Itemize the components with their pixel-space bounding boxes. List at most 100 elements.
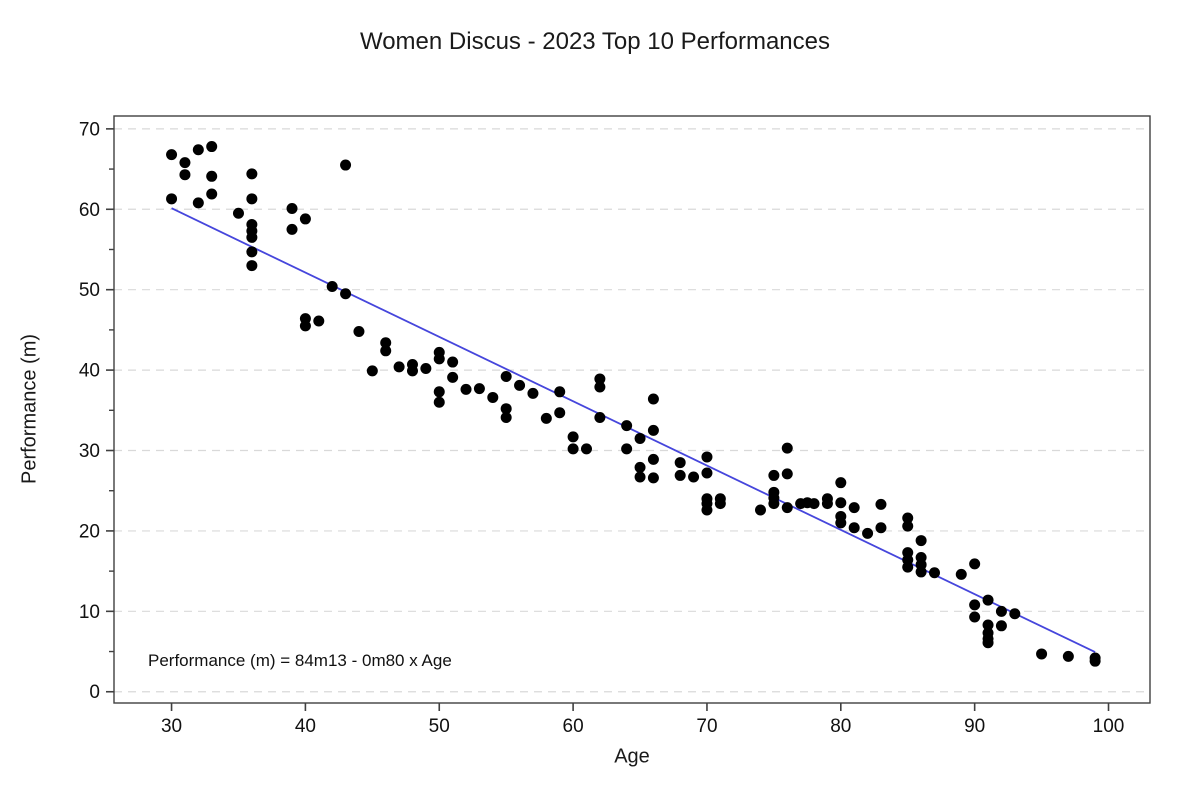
scatter-point [366,365,378,377]
scatter-point [554,386,566,398]
scatter-point [862,527,874,539]
x-tick-label: 40 [295,716,316,737]
scatter-point [902,520,914,532]
scatter-point [1089,655,1101,667]
scatter-point [781,442,793,454]
scatter-point [192,197,204,209]
y-tick-label: 40 [79,361,100,382]
scatter-point [821,498,833,510]
scatter-point [915,566,927,578]
scatter-point [808,498,820,510]
scatter-point [433,386,445,398]
scatter-point [634,461,646,473]
scatter-point [286,223,298,235]
scatter-point [326,280,338,292]
scatter-point [393,361,405,373]
x-tick-label: 30 [161,716,182,737]
scatter-point [835,517,847,529]
scatter-point [420,362,432,374]
scatter-point [929,567,941,579]
x-tick-label: 90 [964,716,985,737]
scatter-point [754,504,766,516]
scatter-point [955,568,967,580]
scatter-point [179,157,191,169]
y-tick-label: 70 [79,119,100,140]
scatter-point [902,561,914,573]
scatter-point [232,207,244,219]
scatter-point [299,213,311,225]
y-tick-label: 30 [79,441,100,462]
scatter-point [313,315,325,327]
scatter-point [621,420,633,432]
scatter-point [647,453,659,465]
scatter-point [433,353,445,365]
scatter-point [380,337,392,349]
scatter-point [701,451,713,463]
scatter-point [634,432,646,444]
y-tick-label: 0 [89,682,100,703]
scatter-point [835,477,847,489]
scatter-point [567,443,579,455]
scatter-point [246,193,258,205]
scatter-point [500,403,512,415]
scatter-point [206,141,218,153]
scatter-point [701,467,713,479]
trend-line [171,207,1096,653]
scatter-point [166,149,178,161]
scatter-point [406,365,418,377]
scatter-point [500,371,512,383]
scatter-point [487,391,499,403]
y-tick-label: 60 [79,200,100,221]
scatter-point [500,412,512,424]
y-tick-label: 10 [79,602,100,623]
scatter-point [246,246,258,258]
scatter-point [473,383,485,395]
scatter-point [527,387,539,399]
y-tick-label: 50 [79,280,100,301]
x-tick-label: 80 [830,716,851,737]
scatter-point [982,637,994,649]
scatter-point [192,144,204,156]
scatter-point [447,371,459,383]
scatter-point [594,381,606,393]
scatter-point [567,431,579,443]
scatter-point [206,170,218,182]
scatter-point [701,504,713,516]
chart-title: Women Discus - 2023 Top 10 Performances [359,28,831,55]
scatter-point [246,168,258,180]
x-axis-title: Age [614,745,650,768]
x-tick-label: 50 [429,716,450,737]
scatter-point [969,611,981,623]
scatter-point [902,512,914,524]
scatter-point [433,396,445,408]
scatter-point [594,373,606,385]
scatter-point [848,522,860,534]
scatter-point [460,383,472,395]
scatter-point [540,412,552,424]
scatter-point [286,202,298,214]
scatter-point [580,443,592,455]
scatter-point [768,498,780,510]
scatter-point [982,594,994,606]
scatter-point [848,502,860,514]
scatter-point [768,469,780,481]
x-tick-label: 60 [563,716,584,737]
scatter-point [875,522,887,534]
scatter-point [246,231,258,243]
scatter-point [634,471,646,483]
scatter-point [982,619,994,631]
scatter-point [1062,650,1074,662]
scatter-point [835,497,847,509]
plot-border [113,115,1151,704]
scatter-point [688,471,700,483]
scatter-point [206,188,218,200]
scatter-point [380,345,392,357]
scatter-point [647,424,659,436]
scatter-point [166,193,178,205]
scatter-point [875,498,887,510]
scatter-point [674,469,686,481]
x-tick-label: 100 [1093,716,1125,737]
scatter-point [621,443,633,455]
